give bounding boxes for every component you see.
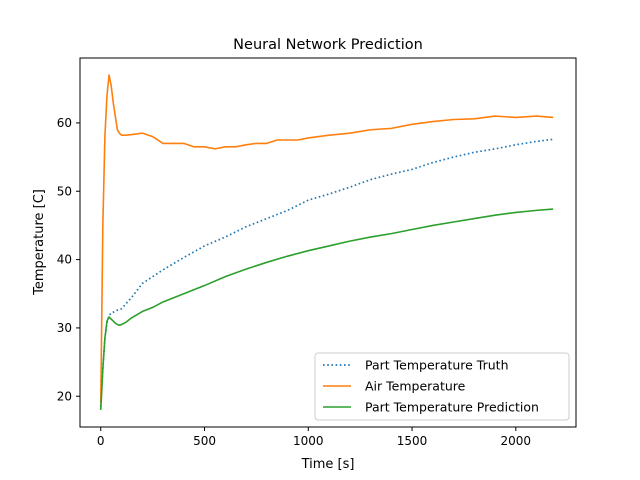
legend-label-1: Air Temperature [365, 379, 466, 394]
series-line-1 [99, 74, 554, 404]
y-tick-label: 30 [57, 321, 72, 335]
chart-title: Neural Network Prediction [233, 37, 423, 53]
y-axis-ticks: 20 30 40 50 60 [57, 116, 80, 403]
y-tick-label: 20 [57, 389, 72, 403]
legend-box [314, 352, 570, 421]
y-axis-label: Temperature [C] [32, 189, 47, 296]
x-axis-label: Time [s] [301, 457, 355, 472]
y-tick-label: 40 [57, 253, 72, 267]
plot-frame [79, 57, 577, 428]
legend-label-0: Part Temperature Truth [365, 358, 509, 373]
x-tick-label: 1500 [397, 434, 428, 448]
legend: Part Temperature Truth Air Temperature Par… [314, 352, 570, 421]
y-tick-label: 60 [57, 116, 72, 130]
series-line-2 [99, 208, 554, 410]
x-tick-label: 2000 [501, 434, 532, 448]
x-axis-ticks: 0 500 1000 1500 2000 [97, 427, 531, 448]
y-tick-label: 50 [57, 184, 72, 198]
x-tick-label: 1000 [293, 434, 324, 448]
x-tick-label: 500 [193, 434, 216, 448]
legend-label-2: Part Temperature Prediction [365, 400, 539, 415]
series-lines [99, 74, 554, 410]
x-tick-label: 0 [97, 434, 105, 448]
